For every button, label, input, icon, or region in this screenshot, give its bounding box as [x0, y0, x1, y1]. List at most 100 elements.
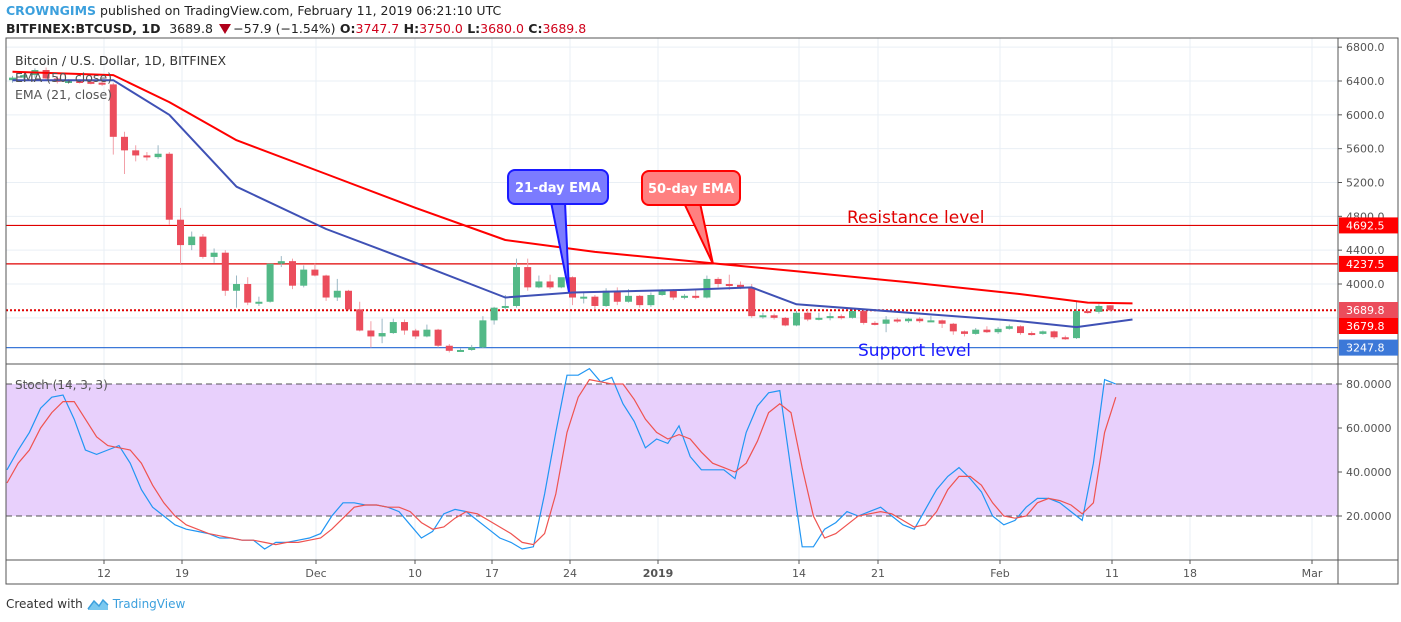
candle[interactable]	[714, 278, 722, 284]
candle[interactable]	[949, 323, 957, 332]
candlesticks[interactable]	[9, 67, 1114, 353]
candle[interactable]	[1017, 326, 1024, 334]
candle[interactable]	[725, 283, 733, 286]
candle[interactable]	[65, 81, 72, 83]
candle[interactable]	[289, 261, 296, 286]
candle[interactable]	[9, 77, 16, 81]
candle[interactable]	[277, 261, 285, 264]
candle[interactable]	[423, 329, 431, 337]
candle[interactable]	[345, 290, 352, 310]
candle[interactable]	[513, 267, 520, 306]
candle[interactable]	[154, 153, 162, 158]
candle[interactable]	[692, 295, 700, 298]
candle[interactable]	[501, 305, 509, 308]
candle[interactable]	[972, 329, 980, 334]
candle[interactable]	[669, 289, 677, 298]
legend-ema21[interactable]: EMA (21, close)	[15, 87, 112, 102]
candle[interactable]	[434, 329, 442, 346]
candle[interactable]	[76, 81, 84, 83]
candle[interactable]	[983, 329, 991, 333]
candle[interactable]	[468, 347, 476, 350]
candle[interactable]	[199, 236, 207, 257]
candle[interactable]	[300, 269, 308, 286]
candle[interactable]	[1005, 326, 1013, 329]
candle[interactable]	[569, 277, 576, 298]
candle[interactable]	[591, 296, 599, 306]
candle[interactable]	[1095, 305, 1103, 312]
candle[interactable]	[905, 318, 912, 322]
candle[interactable]	[882, 319, 890, 324]
candle[interactable]	[1073, 311, 1080, 339]
candle[interactable]	[255, 301, 263, 304]
candle[interactable]	[770, 315, 778, 318]
candle[interactable]	[445, 345, 453, 351]
candle[interactable]	[20, 75, 28, 78]
candle[interactable]	[658, 289, 666, 295]
candle[interactable]	[1039, 331, 1047, 334]
candle[interactable]	[389, 322, 397, 334]
candle[interactable]	[994, 328, 1002, 333]
candle[interactable]	[378, 333, 386, 337]
candle[interactable]	[333, 290, 341, 298]
legend-stoch[interactable]: Stoch (14, 3, 3)	[15, 378, 108, 392]
candle[interactable]	[793, 312, 800, 326]
candle[interactable]	[221, 252, 229, 291]
candle[interactable]	[535, 281, 543, 288]
candle[interactable]	[132, 150, 140, 156]
candle[interactable]	[546, 281, 554, 288]
legend-ema50[interactable]: EMA (50, close)	[15, 70, 112, 85]
candle[interactable]	[311, 269, 319, 276]
candle[interactable]	[748, 287, 756, 317]
candle[interactable]	[1050, 331, 1058, 338]
candle[interactable]	[177, 219, 184, 246]
candle[interactable]	[1061, 337, 1069, 340]
candle[interactable]	[322, 275, 330, 298]
candle[interactable]	[490, 307, 498, 321]
candle[interactable]	[42, 70, 50, 79]
candle[interactable]	[580, 296, 588, 299]
candle[interactable]	[849, 311, 856, 318]
candle[interactable]	[1028, 333, 1036, 336]
candle[interactable]	[557, 277, 565, 288]
candle[interactable]	[121, 136, 128, 151]
candle[interactable]	[210, 252, 218, 257]
candle[interactable]	[625, 295, 632, 302]
candle[interactable]	[681, 295, 688, 298]
candle[interactable]	[98, 82, 106, 85]
candle[interactable]	[916, 318, 924, 322]
candle[interactable]	[109, 84, 117, 137]
candle[interactable]	[266, 263, 274, 302]
candle[interactable]	[613, 290, 621, 302]
candle[interactable]	[804, 312, 812, 320]
candle[interactable]	[938, 320, 946, 324]
candle[interactable]	[367, 330, 375, 337]
candle[interactable]	[143, 155, 151, 158]
publisher-name[interactable]: CROWNGIMS	[6, 3, 97, 18]
candle[interactable]	[893, 319, 901, 322]
tradingview-brand[interactable]: TradingView	[112, 597, 186, 611]
candle[interactable]	[927, 320, 935, 323]
candle[interactable]	[1084, 311, 1092, 314]
candle[interactable]	[961, 331, 968, 334]
candle[interactable]	[826, 316, 834, 319]
candle[interactable]	[860, 311, 868, 323]
candle[interactable]	[524, 267, 532, 288]
candle[interactable]	[457, 349, 464, 352]
candle[interactable]	[87, 81, 95, 84]
candle[interactable]	[647, 294, 655, 306]
candle[interactable]	[479, 320, 487, 348]
candle[interactable]	[737, 284, 744, 288]
candle[interactable]	[165, 153, 173, 220]
candle[interactable]	[233, 283, 240, 291]
candle[interactable]	[1106, 305, 1114, 311]
candle[interactable]	[759, 315, 767, 318]
candle[interactable]	[837, 316, 845, 319]
candle[interactable]	[871, 322, 879, 325]
candle[interactable]	[356, 309, 364, 331]
candle[interactable]	[401, 322, 408, 331]
candle[interactable]	[781, 317, 789, 326]
candle[interactable]	[815, 317, 823, 320]
candle[interactable]	[188, 236, 196, 246]
candle[interactable]	[244, 283, 252, 303]
